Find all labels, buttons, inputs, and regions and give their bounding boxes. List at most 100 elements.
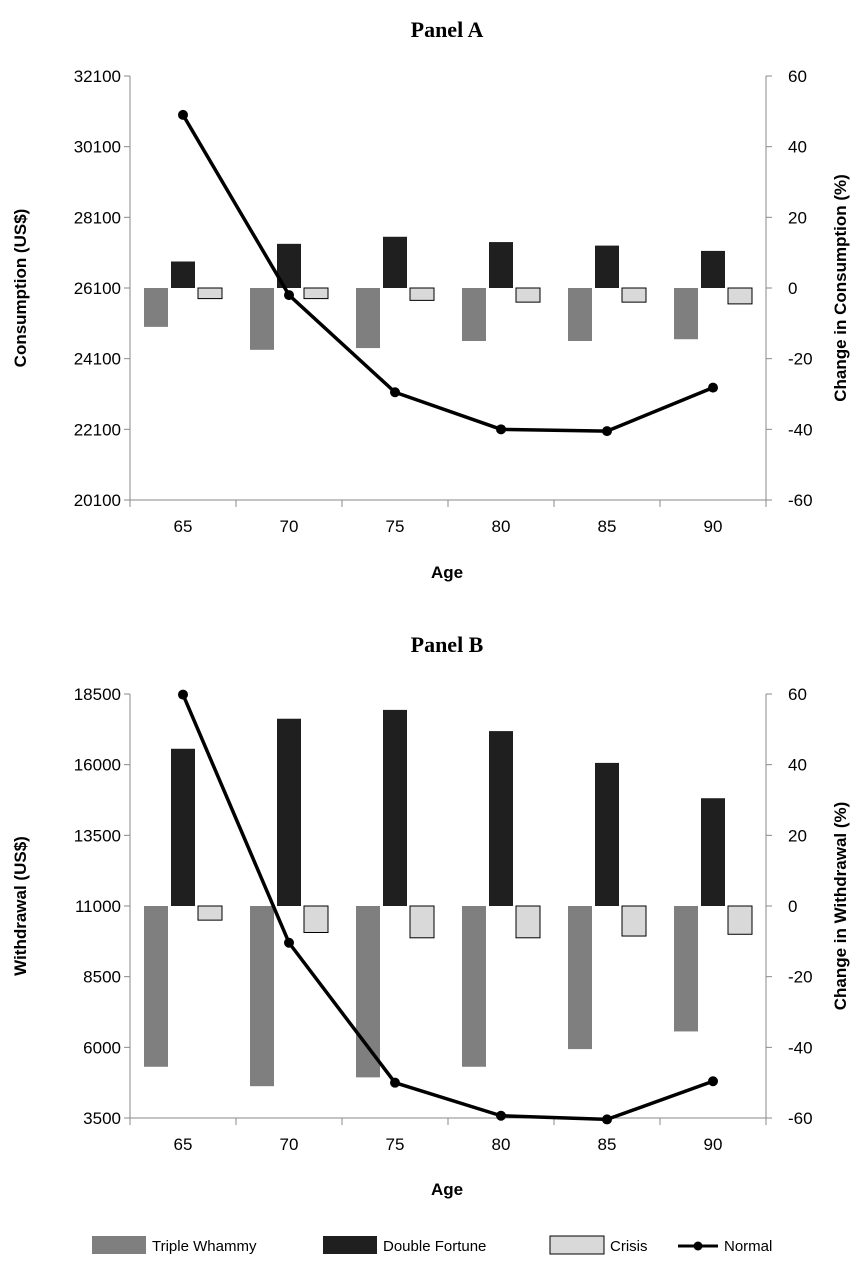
panel-b-left-tick-label: 8500 xyxy=(83,968,121,987)
panel-b-bar-double-fortune xyxy=(701,798,725,906)
panel-a-left-tick-label: 24100 xyxy=(74,350,121,369)
panel-a-bar-crisis xyxy=(727,287,753,305)
panel-b-bar-double-fortune xyxy=(277,718,301,906)
panel-a-point-normal xyxy=(390,387,400,398)
legend-label: Double Fortune xyxy=(383,1238,486,1255)
panel-b-x-axis-title: Age xyxy=(431,1180,463,1199)
panel-a-right-tick-label: -40 xyxy=(788,420,813,439)
panel-b-x-tick-label: 90 xyxy=(704,1135,723,1154)
panel-a-bar-crisis xyxy=(197,287,223,300)
panel-a-bar-crisis xyxy=(621,287,647,303)
panel-b-right-tick-label: -60 xyxy=(788,1109,813,1128)
panel-a-bar-triple-whammy xyxy=(568,288,592,341)
panel-a-bar-double-fortune xyxy=(701,250,725,288)
panel-b-left-tick-label: 6000 xyxy=(83,1038,121,1057)
panel-b-right-tick-label: -20 xyxy=(788,968,813,987)
panel-b-bar-triple-whammy xyxy=(250,906,274,1087)
panel-b-left-axis-title: Withdrawal (US$) xyxy=(11,836,30,976)
panel-b-point-normal xyxy=(284,937,294,948)
panel-a: Panel A Age Consumption (US$) Change in … xyxy=(11,17,850,582)
panel-a-right-tick-label: 0 xyxy=(788,279,797,298)
panel-b-right-tick-label: 0 xyxy=(788,897,797,916)
panel-b-right-tick-label: 60 xyxy=(788,685,807,704)
panel-b-bar-double-fortune xyxy=(171,748,195,906)
panel-b-x-tick-label: 70 xyxy=(280,1135,299,1154)
panel-b-bar-crisis xyxy=(515,905,541,939)
panel-b-x-tick-label: 80 xyxy=(492,1135,511,1154)
panel-b-bar-crisis xyxy=(621,905,647,937)
panel-b-bar-crisis xyxy=(197,905,223,921)
panel-a-point-normal xyxy=(708,382,718,393)
panel-a-bar-double-fortune xyxy=(489,242,513,288)
panel-a-left-tick-label: 26100 xyxy=(74,279,121,298)
panel-b-bar-double-fortune xyxy=(489,731,513,906)
legend-label: Crisis xyxy=(610,1238,648,1255)
panel-a-point-normal xyxy=(178,109,188,120)
panel-b-point-normal xyxy=(178,689,188,700)
panel-a-bar-double-fortune xyxy=(383,236,407,288)
panel-a-left-tick-label: 22100 xyxy=(74,420,121,439)
panel-a-right-tick-label: 20 xyxy=(788,208,807,227)
panel-b-point-normal xyxy=(708,1076,718,1087)
panel-b-bar-crisis xyxy=(409,905,435,939)
panel-b-bar-double-fortune xyxy=(383,709,407,906)
panel-b-right-tick-label: 40 xyxy=(788,756,807,775)
panel-b-right-tick-label: -40 xyxy=(788,1038,813,1057)
panel-a-title: Panel A xyxy=(411,17,484,42)
panel-a-bar-double-fortune xyxy=(171,261,195,288)
legend-label: Normal xyxy=(724,1238,772,1255)
panel-a-x-axis-title: Age xyxy=(431,563,463,582)
panel-a-x-tick-label: 70 xyxy=(280,517,299,536)
panel-a-right-tick-label: 60 xyxy=(788,67,807,86)
panel-a-bar-triple-whammy xyxy=(250,288,274,350)
panel-a-bar-triple-whammy xyxy=(462,288,486,341)
panel-b-right-tick-label: 20 xyxy=(788,826,807,845)
panel-b-x-tick-label: 65 xyxy=(174,1135,193,1154)
panel-a-left-tick-label: 30100 xyxy=(74,138,121,157)
panel-b-bar-triple-whammy xyxy=(568,906,592,1050)
panel-b-line-normal xyxy=(181,693,714,1122)
panel-a-bar-crisis xyxy=(515,287,541,303)
panel-a-left-tick-label: 20100 xyxy=(74,491,121,510)
panel-b-bar-double-fortune xyxy=(595,762,619,906)
panel-b-left-tick-label: 13500 xyxy=(74,826,121,845)
panel-b-point-normal xyxy=(602,1114,612,1125)
panel-b-point-normal xyxy=(496,1110,506,1121)
panel-a-left-tick-label: 28100 xyxy=(74,208,121,227)
panel-a-left-tick-label: 32100 xyxy=(74,67,121,86)
panel-a-bar-crisis xyxy=(303,287,329,300)
panel-b-title: Panel B xyxy=(411,632,484,657)
panel-b: Panel B Age Withdrawal (US$) Change in W… xyxy=(11,632,850,1199)
panel-b-right-axis-title: Change in Withdrawal (%) xyxy=(831,802,850,1011)
panel-a-line-normal xyxy=(181,113,714,433)
panel-b-x-tick-label: 75 xyxy=(386,1135,405,1154)
legend-swatch-point xyxy=(693,1241,703,1251)
panel-b-bar-crisis xyxy=(727,905,753,935)
panel-b-x-tick-label: 85 xyxy=(598,1135,617,1154)
panel-a-x-tick-label: 85 xyxy=(598,517,617,536)
panel-a-right-axis-title: Change in Consumption (%) xyxy=(831,174,850,402)
panel-b-left-tick-label: 16000 xyxy=(74,756,121,775)
panel-a-bar-triple-whammy xyxy=(144,288,168,327)
panel-b-bar-triple-whammy xyxy=(144,906,168,1067)
panel-a-point-normal xyxy=(496,424,506,435)
legend-swatch-triple-whammy xyxy=(92,1236,146,1254)
panel-a-point-normal xyxy=(602,426,612,437)
panel-a-right-tick-label: -60 xyxy=(788,491,813,510)
panel-a-bar-double-fortune xyxy=(595,245,619,288)
panel-a-left-axis-title: Consumption (US$) xyxy=(11,209,30,368)
panel-a-right-tick-label: 40 xyxy=(788,138,807,157)
panel-a-bar-triple-whammy xyxy=(674,288,698,340)
panel-a-bar-triple-whammy xyxy=(356,288,380,349)
panel-a-x-tick-label: 90 xyxy=(704,517,723,536)
panel-b-bar-triple-whammy xyxy=(462,906,486,1067)
panel-b-bar-crisis xyxy=(303,905,329,933)
legend-swatch-crisis xyxy=(549,1235,605,1255)
panel-a-x-tick-label: 80 xyxy=(492,517,511,536)
panel-b-bar-triple-whammy xyxy=(356,906,380,1078)
legend-label: Triple Whammy xyxy=(152,1238,257,1255)
panel-b-bar-triple-whammy xyxy=(674,906,698,1032)
panel-a-x-tick-label: 65 xyxy=(174,517,193,536)
legend: Triple Whammy Double Fortune Crisis Normal xyxy=(92,1235,772,1255)
